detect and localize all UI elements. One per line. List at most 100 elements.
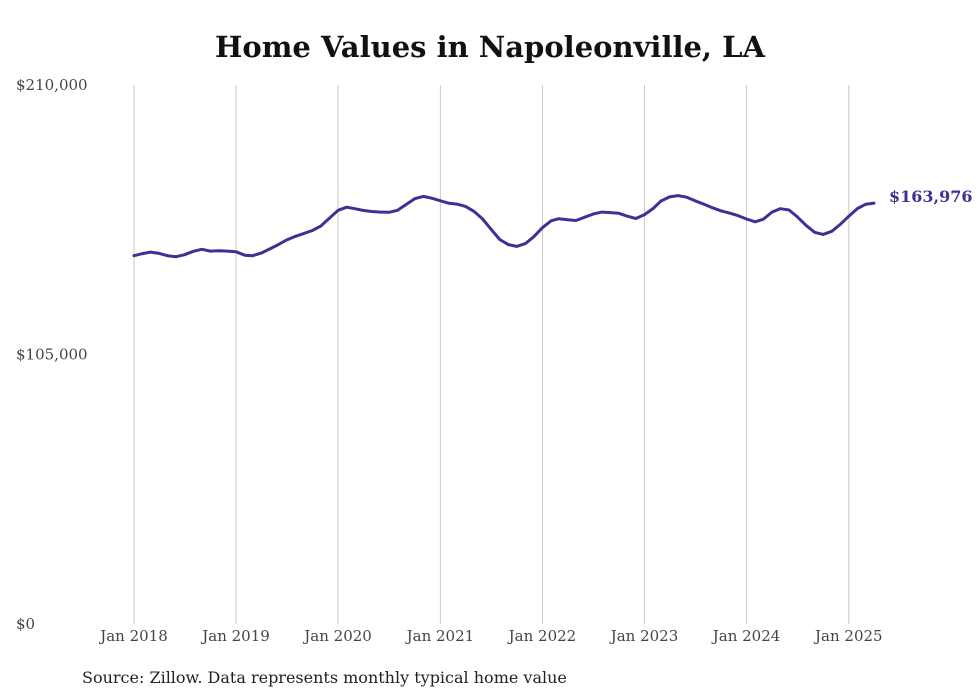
data-point — [813, 231, 816, 234]
data-point — [711, 206, 714, 209]
x-tick-label: Jan 2024 — [711, 627, 781, 645]
data-point — [515, 245, 518, 248]
data-point — [447, 202, 451, 205]
gridlines — [133, 85, 850, 624]
data-point — [243, 253, 246, 257]
data-point — [251, 254, 254, 257]
data-point — [838, 223, 842, 226]
y-tick-label: $210,000 — [16, 76, 88, 94]
data-point — [762, 217, 765, 221]
data-point — [405, 203, 408, 206]
end-label-layer: $163,976 — [889, 187, 973, 206]
end-value-label: $163,976 — [889, 187, 973, 206]
data-point — [294, 235, 297, 238]
data-point — [532, 235, 536, 238]
data-point — [557, 217, 561, 220]
data-point — [574, 219, 578, 222]
data-point — [217, 249, 221, 253]
data-point — [259, 251, 263, 255]
data-point — [676, 194, 680, 197]
data-point — [549, 219, 553, 223]
data-point — [174, 255, 178, 258]
data-point — [821, 233, 825, 236]
x-tick-label: Jan 2019 — [200, 627, 270, 645]
data-point — [617, 212, 621, 215]
data-point — [583, 215, 586, 219]
data-point — [489, 227, 493, 231]
x-tick-label: Jan 2018 — [98, 627, 168, 645]
data-point — [370, 210, 374, 213]
data-point — [830, 230, 834, 233]
data-point — [609, 211, 612, 214]
data-point — [600, 210, 603, 214]
data-point — [745, 217, 748, 221]
data-point — [856, 207, 859, 210]
data-point — [659, 199, 663, 203]
data-point — [753, 220, 757, 224]
chart-title: Home Values in Napoleonville, LA — [214, 30, 766, 64]
data-point — [787, 208, 791, 212]
data-point — [719, 209, 723, 213]
data-point — [481, 217, 484, 221]
data-point — [455, 202, 459, 206]
y-axis-ticks: $0 $105,000 $210,000 — [16, 76, 88, 633]
data-point — [685, 195, 688, 199]
data-point — [804, 224, 808, 227]
y-tick-label: $0 — [16, 615, 35, 633]
data-point — [141, 252, 144, 255]
y-tick-label: $105,000 — [16, 346, 88, 364]
data-point — [864, 203, 867, 206]
series-line — [132, 194, 876, 259]
data-point — [626, 214, 629, 218]
data-point — [200, 248, 204, 251]
data-point — [702, 202, 705, 206]
data-point — [736, 214, 740, 217]
data-point — [328, 216, 331, 220]
data-point — [591, 212, 595, 216]
data-point — [362, 209, 365, 212]
data-point — [779, 207, 782, 210]
data-point — [770, 210, 774, 214]
data-point — [413, 197, 417, 200]
data-point — [183, 253, 186, 256]
data-point — [396, 209, 399, 212]
data-point — [268, 247, 271, 251]
data-point — [285, 238, 288, 242]
data-point — [498, 238, 502, 241]
data-point — [149, 250, 152, 254]
data-point — [524, 242, 527, 245]
data-point — [796, 215, 799, 219]
data-point — [166, 254, 169, 257]
data-point — [132, 254, 136, 257]
data-point — [847, 214, 851, 218]
data-point — [634, 217, 638, 220]
x-tick-label: Jan 2023 — [609, 627, 679, 645]
data-point — [541, 226, 544, 229]
data-point — [693, 199, 697, 203]
x-tick-label: Jan 2021 — [405, 627, 475, 645]
data-point — [311, 229, 314, 232]
data-point — [353, 207, 357, 210]
data-point — [234, 250, 238, 254]
data-point — [277, 243, 280, 246]
data-point — [226, 249, 229, 253]
data-point — [192, 250, 195, 253]
data-point — [430, 196, 434, 200]
data-point — [157, 252, 161, 255]
x-tick-label: Jan 2020 — [302, 627, 372, 645]
data-point — [387, 211, 391, 214]
data-point — [464, 205, 467, 208]
data-point — [566, 218, 569, 222]
data-point — [439, 199, 442, 203]
data-point — [319, 224, 323, 228]
data-point — [336, 209, 340, 212]
data-point — [422, 195, 425, 198]
data-point — [643, 213, 646, 216]
data-point — [379, 210, 382, 214]
x-tick-label: Jan 2022 — [507, 627, 577, 645]
data-point — [345, 205, 349, 209]
data-point — [472, 210, 476, 213]
source-note: Source: Zillow. Data represents monthly … — [82, 668, 567, 687]
x-axis-ticks: Jan 2018 Jan 2019 Jan 2020 Jan 2021 Jan 2022… — [98, 627, 882, 645]
